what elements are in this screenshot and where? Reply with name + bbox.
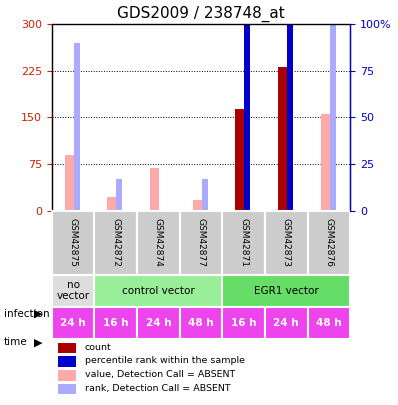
Text: GSM42875: GSM42875: [68, 218, 78, 267]
Text: GSM42877: GSM42877: [197, 218, 205, 267]
Bar: [202, 179, 208, 211]
Bar: [193, 200, 202, 211]
FancyBboxPatch shape: [94, 211, 137, 275]
FancyBboxPatch shape: [222, 275, 350, 307]
FancyBboxPatch shape: [94, 275, 222, 307]
Text: 48 h: 48 h: [316, 318, 342, 328]
FancyBboxPatch shape: [265, 211, 308, 275]
Title: GDS2009 / 238748_at: GDS2009 / 238748_at: [117, 5, 285, 21]
Text: 16 h: 16 h: [103, 318, 129, 328]
FancyBboxPatch shape: [137, 211, 179, 275]
FancyBboxPatch shape: [308, 307, 350, 339]
FancyBboxPatch shape: [179, 307, 222, 339]
Bar: [150, 168, 159, 211]
Bar: [58, 370, 76, 381]
FancyBboxPatch shape: [137, 307, 179, 339]
FancyBboxPatch shape: [308, 211, 350, 275]
Bar: [74, 43, 80, 211]
Bar: [58, 343, 76, 353]
Text: time: time: [4, 337, 27, 347]
Text: GSM42876: GSM42876: [324, 218, 334, 267]
Bar: [58, 384, 76, 394]
Text: percentile rank within the sample: percentile rank within the sample: [85, 356, 245, 365]
Bar: [58, 356, 76, 367]
Bar: [287, 0, 293, 211]
Text: EGR1 vector: EGR1 vector: [254, 286, 319, 296]
Text: 24 h: 24 h: [60, 318, 86, 328]
FancyBboxPatch shape: [94, 307, 137, 339]
Text: rank, Detection Call = ABSENT: rank, Detection Call = ABSENT: [85, 384, 230, 393]
FancyBboxPatch shape: [222, 211, 265, 275]
FancyBboxPatch shape: [52, 307, 94, 339]
Bar: [244, 0, 250, 211]
Bar: [278, 66, 287, 211]
Text: ▶: ▶: [34, 337, 42, 347]
Text: value, Detection Call = ABSENT: value, Detection Call = ABSENT: [85, 370, 235, 379]
Bar: [65, 155, 74, 211]
Text: GSM42874: GSM42874: [154, 218, 163, 267]
Text: 24 h: 24 h: [273, 318, 299, 328]
Text: GSM42873: GSM42873: [282, 218, 291, 267]
FancyBboxPatch shape: [222, 307, 265, 339]
Text: 16 h: 16 h: [231, 318, 256, 328]
FancyBboxPatch shape: [265, 307, 308, 339]
Bar: [321, 114, 330, 211]
Text: ▶: ▶: [34, 309, 42, 319]
FancyBboxPatch shape: [52, 211, 94, 275]
Bar: [107, 197, 117, 211]
Text: infection: infection: [4, 309, 50, 319]
FancyBboxPatch shape: [179, 211, 222, 275]
Text: count: count: [85, 343, 111, 352]
Text: no
vector: no vector: [57, 280, 90, 301]
FancyBboxPatch shape: [52, 275, 94, 307]
Text: GSM42872: GSM42872: [111, 218, 120, 267]
Text: GSM42871: GSM42871: [239, 218, 248, 267]
Text: 24 h: 24 h: [146, 318, 171, 328]
Text: control vector: control vector: [122, 286, 195, 296]
Text: 48 h: 48 h: [188, 318, 214, 328]
Bar: [330, 6, 336, 211]
Bar: [236, 109, 244, 211]
Bar: [117, 179, 123, 211]
